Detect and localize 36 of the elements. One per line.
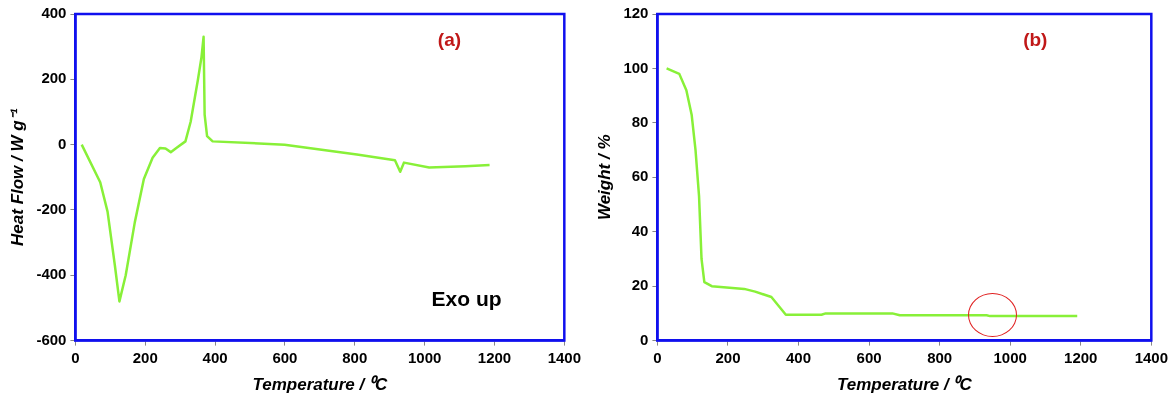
y-axis-title: Weight / %	[594, 134, 614, 221]
y-tick-label: 80	[631, 113, 649, 131]
y-tick-label: 120	[623, 4, 649, 22]
x-tick-label: 1200	[477, 348, 512, 366]
y-tick-label: 20	[631, 276, 649, 294]
annotation: Exo up	[431, 287, 502, 311]
x-tick-label: 200	[132, 348, 158, 366]
y-tick-label: 0	[58, 134, 67, 152]
x-tick-label: 0	[71, 348, 80, 366]
y-tick-label: -200	[36, 200, 67, 218]
annotation: (b)	[1023, 29, 1048, 51]
y-tick-label: 0	[640, 330, 649, 348]
y-axis-title: Heat Flow / W g⁻¹	[7, 108, 27, 246]
x-axis-title: Temperature / ⁰C	[252, 375, 388, 395]
x-tick-label: 1200	[1064, 348, 1098, 366]
x-tick-label: 600	[272, 348, 298, 366]
y-tick-label: 100	[623, 58, 649, 76]
x-tick-label: 1400	[1134, 348, 1168, 366]
x-tick-label: 800	[927, 348, 953, 366]
x-tick-label: 400	[786, 348, 812, 366]
x-tick-label: 600	[856, 348, 882, 366]
x-tick-label: 800	[342, 348, 368, 366]
y-tick-label: -600	[36, 330, 67, 348]
x-tick-label: 1000	[407, 348, 442, 366]
x-tick-label: 200	[715, 348, 741, 366]
y-tick-label: -400	[36, 265, 67, 283]
x-axis-title: Temperature / ⁰C	[836, 375, 973, 395]
x-tick-label: 1000	[993, 348, 1027, 366]
annotation: (a)	[437, 29, 462, 51]
y-tick-label: 200	[41, 69, 67, 87]
y-tick-label: 400	[41, 4, 67, 22]
x-tick-label: 400	[202, 348, 228, 366]
x-tick-label: 0	[653, 348, 662, 366]
y-tick-label: 40	[631, 221, 649, 239]
x-tick-label: 1400	[547, 348, 581, 366]
y-tick-label: 60	[631, 167, 649, 185]
